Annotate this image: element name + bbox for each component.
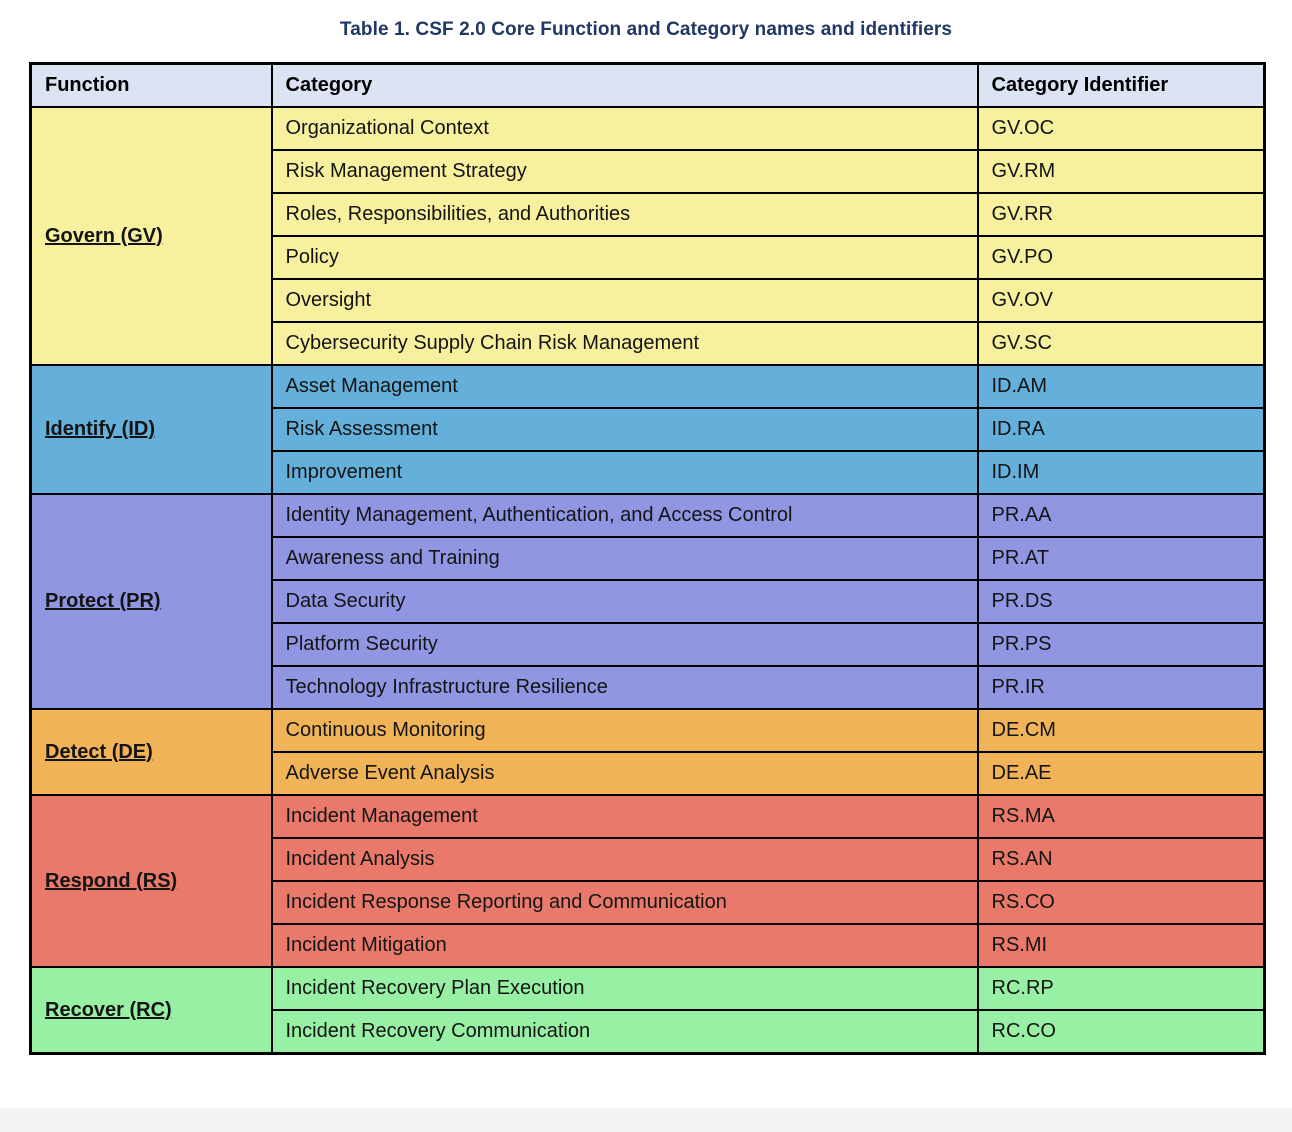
function-label: Detect (DE) — [45, 740, 153, 763]
function-cell: Respond (RS) — [29, 794, 273, 968]
category-identifier-cell: DE.CM — [976, 708, 1266, 753]
function-cell: Govern (GV) — [29, 106, 273, 366]
category-cell: Platform Security — [270, 622, 979, 667]
category-identifier-cell: PR.AT — [976, 536, 1266, 581]
function-label: Govern (GV) — [45, 224, 163, 247]
category-row: Improvement ID.IM — [31, 450, 1266, 495]
category-cell: Asset Management — [270, 364, 979, 409]
function-cell: Recover (RC) — [29, 966, 273, 1055]
category-cell: Incident Recovery Plan Execution — [270, 966, 979, 1011]
category-row: Oversight GV.OV — [31, 278, 1266, 323]
page-footer-strip — [0, 1108, 1292, 1132]
category-row: Risk Management Strategy GV.RM — [31, 149, 1266, 194]
category-identifier-cell: RS.AN — [976, 837, 1266, 882]
category-row: Roles, Responsibilities, and Authorities… — [31, 192, 1266, 237]
category-row: Incident Analysis RS.AN — [31, 837, 1266, 882]
category-identifier-cell: RS.CO — [976, 880, 1266, 925]
header-category: Category — [270, 62, 979, 108]
function-cell: Protect (PR) — [29, 493, 273, 710]
category-cell: Identity Management, Authentication, and… — [270, 493, 979, 538]
category-identifier-cell: PR.PS — [976, 622, 1266, 667]
header-row: Function Category Category Identifier — [29, 62, 1266, 108]
category-identifier-cell: GV.PO — [976, 235, 1266, 280]
category-cell: Incident Mitigation — [270, 923, 979, 968]
category-row: Identify (ID) Asset Management ID.AM — [29, 364, 1266, 495]
category-row: Incident Response Reporting and Communic… — [31, 880, 1266, 925]
category-row: Platform Security PR.PS — [31, 622, 1266, 667]
category-cell: Incident Recovery Communication — [270, 1009, 979, 1055]
table-title: Table 1. CSF 2.0 Core Function and Categ… — [339, 19, 953, 40]
category-cell: Risk Management Strategy — [270, 149, 979, 194]
category-row: Technology Infrastructure Resilience PR.I… — [31, 665, 1266, 710]
function-cell: Detect (DE) — [29, 708, 273, 796]
category-identifier-cell: PR.AA — [976, 493, 1266, 538]
category-cell: Improvement — [270, 450, 979, 495]
category-row: Policy GV.PO — [31, 235, 1266, 280]
category-row: Adverse Event Analysis DE.AE — [31, 751, 1266, 796]
category-row: Awareness and Training PR.AT — [31, 536, 1266, 581]
category-row: Risk Assessment ID.RA — [31, 407, 1266, 452]
category-row: Incident Mitigation RS.MI — [31, 923, 1266, 968]
category-identifier-cell: PR.IR — [976, 665, 1266, 710]
category-cell: Incident Management — [270, 794, 979, 839]
category-identifier-cell: GV.RR — [976, 192, 1266, 237]
function-cell: Identify (ID) — [29, 364, 273, 495]
category-identifier-cell: ID.IM — [976, 450, 1266, 495]
category-cell: Incident Analysis — [270, 837, 979, 882]
category-cell: Oversight — [270, 278, 979, 323]
category-identifier-cell: GV.RM — [976, 149, 1266, 194]
category-cell: Roles, Responsibilities, and Authorities — [270, 192, 979, 237]
category-row: Govern (GV) Organizational Context GV.OC — [29, 106, 1266, 366]
category-cell: Risk Assessment — [270, 407, 979, 452]
category-identifier-cell: GV.SC — [976, 321, 1266, 366]
category-identifier-cell: DE.AE — [976, 751, 1266, 796]
category-row: Recover (RC) Incident Recovery Plan Execu… — [29, 966, 1266, 1055]
function-label: Respond (RS) — [45, 869, 178, 892]
function-label: Recover (RC) — [45, 998, 172, 1021]
category-row: Protect (PR) Identity Management, Authent… — [29, 493, 1266, 710]
function-label: Protect (PR) — [45, 590, 161, 612]
category-row: Respond (RS) Incident Management RS.MA — [29, 794, 1266, 968]
category-identifier-cell: ID.AM — [976, 364, 1266, 409]
category-cell: Adverse Event Analysis — [270, 751, 979, 796]
category-cell: Continuous Monitoring — [270, 708, 979, 753]
category-cell: Organizational Context — [270, 106, 979, 151]
header-category-identifier: Category Identifier — [976, 62, 1266, 108]
category-identifier-cell: RC.CO — [976, 1009, 1266, 1055]
category-cell: Technology Infrastructure Resilience — [270, 665, 979, 710]
category-row: Incident Recovery Communication RC.CO — [31, 1009, 1266, 1055]
category-identifier-cell: RS.MA — [976, 794, 1266, 839]
category-row: Cybersecurity Supply Chain Risk Manageme… — [31, 321, 1266, 366]
category-identifier-cell: GV.OV — [976, 278, 1266, 323]
category-identifier-cell: PR.DS — [976, 579, 1266, 624]
category-identifier-cell: ID.RA — [976, 407, 1266, 452]
category-cell: Data Security — [270, 579, 979, 624]
category-identifier-cell: GV.OC — [976, 106, 1266, 151]
csf-core-table: Function Category Category Identifier Go… — [29, 62, 1266, 1055]
category-row: Detect (DE) Continuous Monitoring DE.CM — [29, 708, 1266, 796]
category-cell: Incident Response Reporting and Communic… — [270, 880, 979, 925]
function-label: Identify (ID) — [45, 418, 155, 440]
category-row: Data Security PR.DS — [31, 579, 1266, 624]
category-identifier-cell: RC.RP — [976, 966, 1266, 1011]
category-identifier-cell: RS.MI — [976, 923, 1266, 968]
category-cell: Awareness and Training — [270, 536, 979, 581]
category-cell: Policy — [270, 235, 979, 280]
header-function: Function — [29, 62, 273, 108]
category-cell: Cybersecurity Supply Chain Risk Manageme… — [270, 321, 979, 366]
